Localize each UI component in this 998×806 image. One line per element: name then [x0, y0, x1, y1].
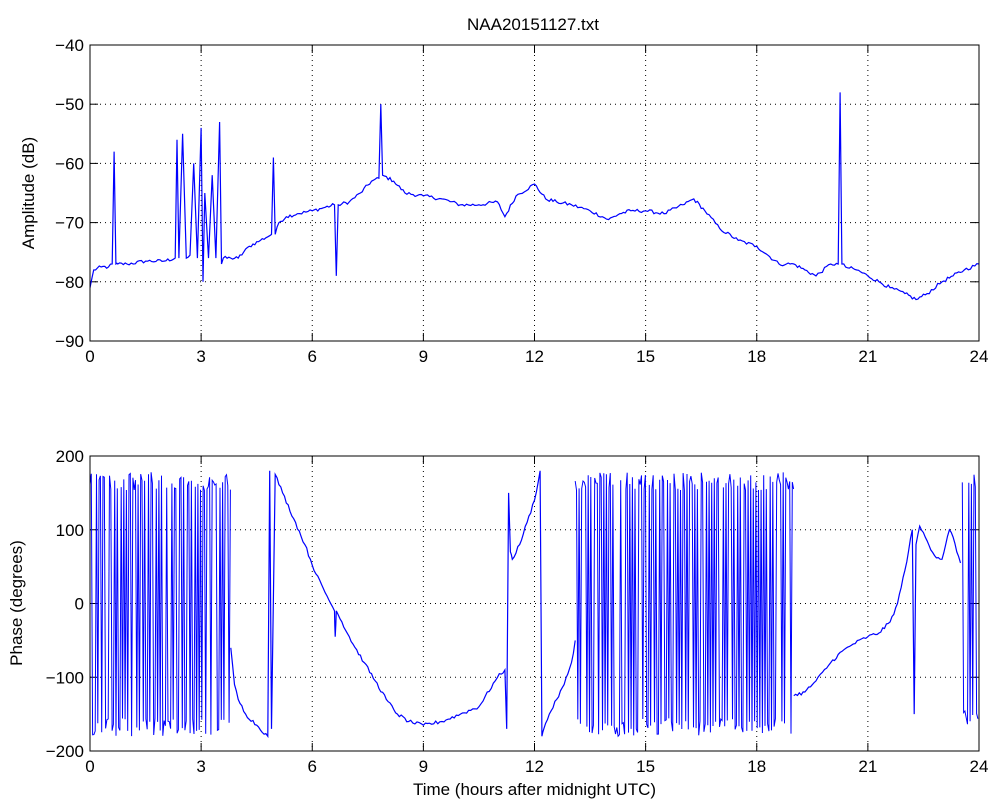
plot-area [90, 45, 979, 341]
phase-noise-band [90, 472, 231, 737]
y-tick-label: −90 [55, 332, 84, 351]
x-tick-label: 15 [636, 757, 655, 776]
x-tick-label: 9 [419, 347, 428, 366]
x-tick-label: 21 [858, 347, 877, 366]
y-tick-label: −200 [46, 742, 84, 761]
x-axis-label: Time (hours after midnight UTC) [413, 780, 656, 799]
y-tick-label: −70 [55, 214, 84, 233]
x-tick-label: 18 [747, 757, 766, 776]
x-tick-label: 6 [308, 347, 317, 366]
x-tick-label: 12 [525, 757, 544, 776]
y-tick-label: 100 [56, 521, 84, 540]
series-line [90, 92, 979, 301]
x-tick-label: 6 [308, 757, 317, 776]
series-line [230, 470, 576, 739]
y-tick-label: −100 [46, 668, 84, 687]
phase-panel: 0 3 6 9 12 15 18 21 24 −200 −100 0 100 200 Phase (degr… [7, 447, 988, 799]
chart-title: NAA20151127.txt [467, 15, 599, 34]
x-tick-label: 9 [419, 757, 428, 776]
y-tick-label: −40 [55, 36, 84, 55]
x-tick-label: 21 [858, 757, 877, 776]
x-tick-label: 0 [85, 347, 94, 366]
x-tick-label: 12 [525, 347, 544, 366]
x-tick-label: 15 [636, 347, 655, 366]
x-tick-label: 24 [970, 347, 989, 366]
x-tick-label: 3 [196, 757, 205, 776]
axes-frame [89, 455, 980, 752]
y-axis-label: Amplitude (dB) [19, 137, 38, 249]
y-tick-label: −50 [55, 95, 84, 114]
y-tick-label: −60 [55, 154, 84, 173]
y-tick-label: 0 [75, 595, 84, 614]
phase-noise-band [574, 472, 795, 738]
phase-noise-band [961, 474, 979, 725]
y-axis-label: Phase (degrees) [7, 540, 26, 666]
y-tick-label: −80 [55, 273, 84, 292]
x-tick-label: 3 [196, 347, 205, 366]
amplitude-panel: 0 3 6 9 12 15 18 21 24 −90 −80 −70 −60 −50 −40 Amplitud… [19, 36, 988, 366]
y-tick-label: 200 [56, 447, 84, 466]
x-tick-label: 18 [747, 347, 766, 366]
x-tick-label: 0 [85, 757, 94, 776]
x-tick-label: 24 [970, 757, 989, 776]
series-line [793, 524, 962, 715]
axes-frame [89, 44, 980, 342]
